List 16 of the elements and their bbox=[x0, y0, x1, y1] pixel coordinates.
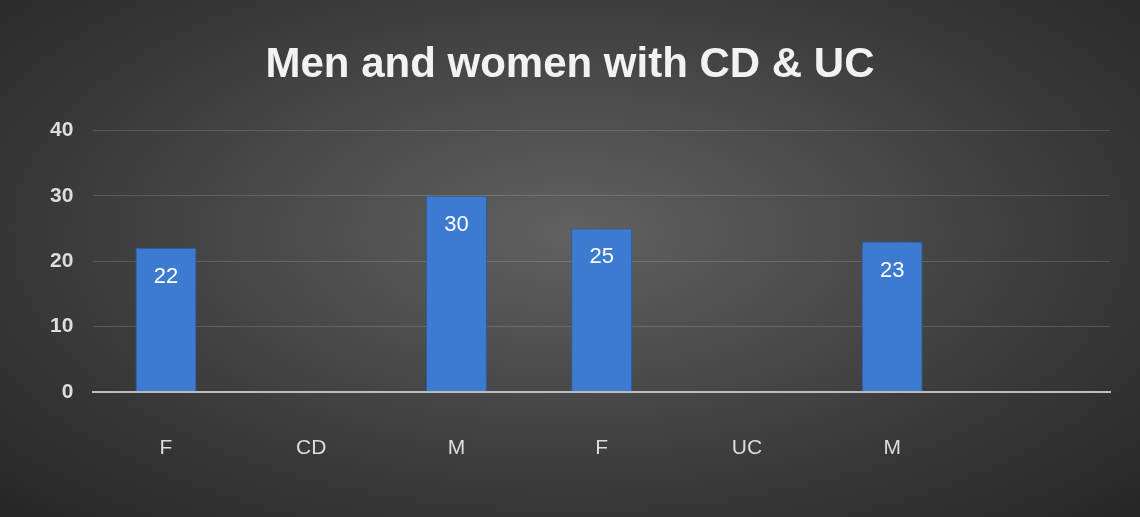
y-tick-label: 10 bbox=[50, 313, 74, 337]
x-tick-label: F bbox=[595, 435, 609, 459]
y-tick-label: 30 bbox=[50, 182, 74, 206]
data-label: 30 bbox=[444, 210, 469, 236]
data-label: 23 bbox=[879, 256, 905, 282]
y-tick-label: 40 bbox=[50, 117, 74, 141]
x-tick-label: UC bbox=[731, 435, 763, 459]
y-tick-label: 20 bbox=[50, 247, 74, 271]
data-label: 22 bbox=[153, 263, 179, 289]
chart-title: Men and women with CD & UC bbox=[265, 38, 875, 86]
x-tick-label: M bbox=[883, 435, 901, 459]
y-tick-label: 0 bbox=[61, 378, 74, 402]
x-tick-label: CD bbox=[296, 435, 327, 459]
data-label: 25 bbox=[589, 243, 614, 269]
x-tick-label: M bbox=[447, 435, 466, 459]
x-tick-label: F bbox=[159, 435, 173, 459]
